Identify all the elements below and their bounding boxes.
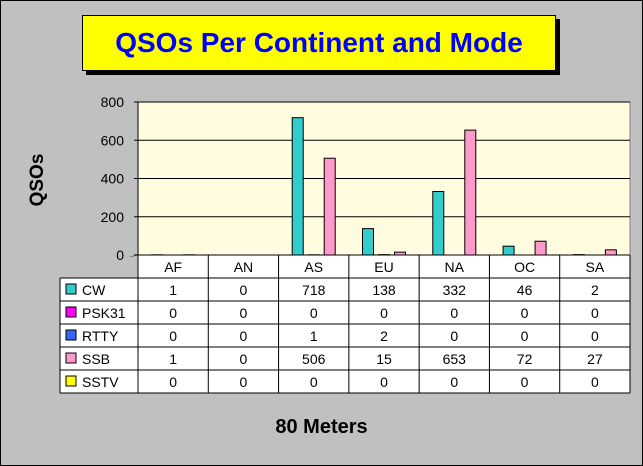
data-label: 0 bbox=[169, 328, 177, 344]
bar-ssb bbox=[604, 249, 617, 256]
data-label: 0 bbox=[240, 328, 248, 344]
legend-swatch bbox=[65, 352, 77, 364]
category-label: OC bbox=[514, 259, 535, 275]
data-label: 0 bbox=[169, 305, 177, 321]
y-tick-label: 200 bbox=[101, 209, 125, 225]
data-label: 0 bbox=[380, 374, 388, 390]
bar-ssb bbox=[534, 240, 547, 256]
bar-cw bbox=[291, 117, 304, 256]
y-tick-label: 400 bbox=[101, 171, 125, 187]
category-label: NA bbox=[445, 259, 465, 275]
legend-label: CW bbox=[82, 282, 106, 298]
data-label: 0 bbox=[380, 305, 388, 321]
bar-cw bbox=[362, 228, 374, 256]
legend-swatch bbox=[65, 329, 77, 341]
data-label: 0 bbox=[310, 305, 318, 321]
category-label: EU bbox=[374, 259, 393, 275]
data-label: 2 bbox=[380, 328, 388, 344]
y-tick-label: 800 bbox=[101, 94, 125, 110]
bar-ssb bbox=[464, 129, 477, 256]
data-label: 1 bbox=[310, 328, 318, 344]
data-label: 0 bbox=[521, 328, 529, 344]
data-label: 0 bbox=[591, 328, 599, 344]
data-label: 0 bbox=[240, 305, 248, 321]
data-label: 332 bbox=[443, 282, 467, 298]
data-label: 0 bbox=[521, 305, 529, 321]
legend-label: SSTV bbox=[82, 374, 119, 390]
bar-cw bbox=[502, 245, 515, 256]
data-label: 0 bbox=[591, 374, 599, 390]
bar-cw bbox=[432, 191, 445, 256]
data-label: 27 bbox=[587, 351, 603, 367]
category-label: AN bbox=[234, 259, 253, 275]
y-tick-label: 0 bbox=[116, 247, 124, 263]
category-label: AF bbox=[164, 259, 182, 275]
bar-ssb bbox=[323, 157, 336, 256]
data-label: 1 bbox=[169, 351, 177, 367]
data-label: 2 bbox=[591, 282, 599, 298]
data-label: 0 bbox=[169, 374, 177, 390]
category-label: AS bbox=[304, 259, 323, 275]
legend-swatch bbox=[65, 306, 77, 318]
data-label: 0 bbox=[310, 374, 318, 390]
data-label: 0 bbox=[591, 305, 599, 321]
legend-swatch bbox=[65, 375, 77, 387]
category-label: SA bbox=[586, 259, 605, 275]
data-label: 138 bbox=[372, 282, 396, 298]
data-label: 0 bbox=[240, 374, 248, 390]
y-tick-label: 600 bbox=[101, 132, 125, 148]
data-label: 0 bbox=[240, 282, 248, 298]
data-label: 15 bbox=[376, 351, 392, 367]
data-label: 72 bbox=[517, 351, 533, 367]
data-label: 0 bbox=[240, 351, 248, 367]
data-label: 718 bbox=[302, 282, 326, 298]
data-label: 0 bbox=[450, 374, 458, 390]
chart-title-box: QSOs Per Continent and Mode bbox=[82, 15, 556, 71]
data-label: 46 bbox=[517, 282, 533, 298]
data-label: 1 bbox=[169, 282, 177, 298]
table-body-bg bbox=[60, 278, 630, 393]
legend-label: RTTY bbox=[82, 328, 119, 344]
data-label: 506 bbox=[302, 351, 326, 367]
x-axis-title: 80 Meters bbox=[275, 416, 368, 438]
data-label: 0 bbox=[450, 328, 458, 344]
data-label: 0 bbox=[521, 374, 529, 390]
legend-swatch bbox=[65, 283, 77, 295]
legend-label: SSB bbox=[82, 351, 110, 367]
legend-label: PSK31 bbox=[82, 305, 126, 321]
data-label: 0 bbox=[450, 305, 458, 321]
chart-title: QSOs Per Continent and Mode bbox=[115, 27, 523, 58]
table-header-bg bbox=[138, 255, 630, 278]
data-label: 653 bbox=[443, 351, 467, 367]
